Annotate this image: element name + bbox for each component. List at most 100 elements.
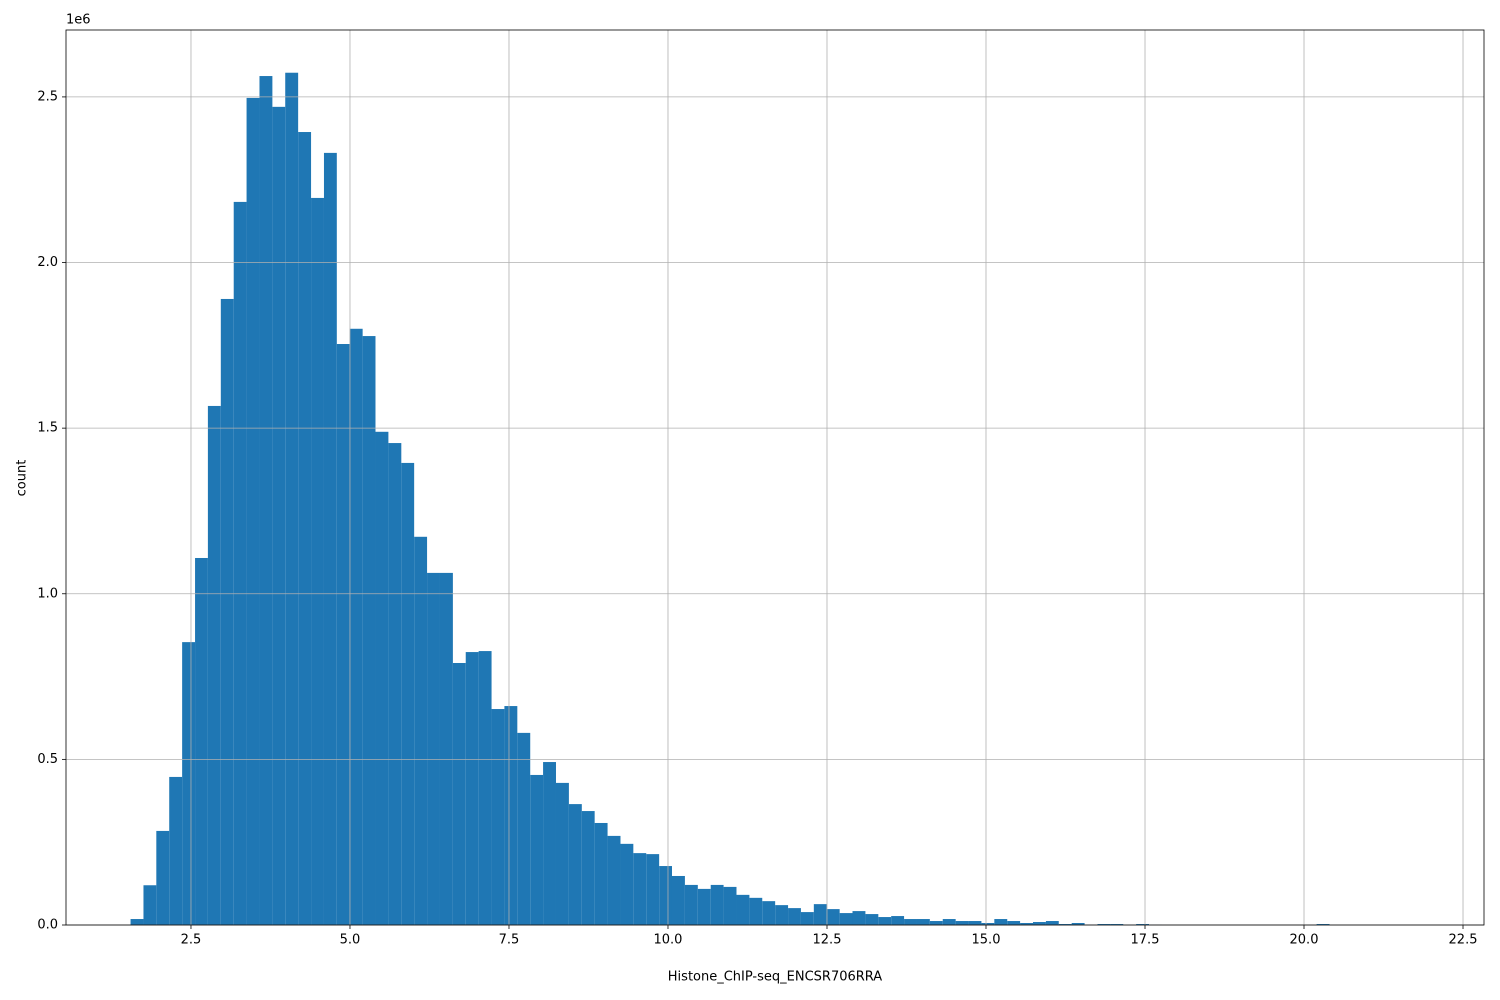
bar <box>530 774 544 925</box>
bar <box>594 822 608 925</box>
bar <box>336 344 350 925</box>
bar <box>349 328 363 925</box>
bar <box>1007 921 1021 925</box>
bar <box>1071 923 1085 925</box>
x-tick-label: 5.0 <box>340 933 361 948</box>
x-tick-label: 7.5 <box>499 933 520 948</box>
bars <box>130 72 1330 926</box>
bar <box>311 197 324 925</box>
x-tick-label: 2.5 <box>181 933 202 948</box>
bar <box>452 662 466 925</box>
bar <box>671 875 685 925</box>
bar <box>736 894 750 925</box>
bar <box>916 919 930 925</box>
bar <box>543 762 556 925</box>
bar <box>684 884 698 925</box>
bar <box>865 914 879 925</box>
bar <box>1020 923 1034 925</box>
y-tick-label: 2.5 <box>37 89 58 104</box>
x-tick-label: 15.0 <box>972 933 1001 948</box>
x-tick-label: 20.0 <box>1290 933 1319 948</box>
bar <box>1136 924 1150 925</box>
y-axis-label: count <box>15 460 30 497</box>
bar <box>555 782 569 925</box>
bar <box>633 853 647 925</box>
x-axis-label: Histone_ChIP-seq_ENCSR706RRA <box>668 970 883 985</box>
y-offset-label: 1e6 <box>66 13 91 28</box>
bar <box>375 431 389 925</box>
bar <box>401 462 415 925</box>
bar <box>994 919 1008 925</box>
y-tick-label: 1.0 <box>37 586 58 601</box>
bar <box>826 909 840 925</box>
bar <box>710 884 724 925</box>
bar <box>581 811 595 925</box>
bar <box>233 201 247 925</box>
bar <box>568 804 582 925</box>
bar <box>1058 924 1072 925</box>
bar <box>478 651 492 925</box>
bar <box>169 776 183 925</box>
bar <box>427 572 440 925</box>
x-tick-label: 22.5 <box>1449 933 1478 948</box>
bar <box>272 106 286 925</box>
bar <box>465 652 479 925</box>
bar <box>968 921 982 925</box>
axes: 2.5 5.0 7.5 10.0 12.5 15.0 17.5 20.0 22.5 0.0 0.5 1… <box>37 29 1485 948</box>
bar <box>800 912 814 925</box>
bar <box>414 536 428 925</box>
bar <box>942 919 956 925</box>
bar <box>904 919 917 925</box>
bar <box>788 908 801 925</box>
bar <box>1110 924 1124 925</box>
bar <box>259 76 273 926</box>
bar <box>130 919 144 925</box>
bar <box>182 642 196 925</box>
bar <box>762 901 776 925</box>
bar <box>697 888 711 925</box>
bar <box>1316 924 1330 925</box>
bar <box>388 443 402 925</box>
x-tick-label: 10.0 <box>654 933 683 948</box>
bar <box>981 923 995 925</box>
y-tick-label: 0.5 <box>37 752 58 767</box>
bar <box>207 405 221 925</box>
y-tick-label: 2.0 <box>37 255 58 270</box>
bar <box>1045 921 1059 925</box>
bar <box>607 835 621 925</box>
bar <box>517 732 531 925</box>
bar <box>723 886 737 925</box>
bar <box>891 916 905 925</box>
bar <box>839 913 853 925</box>
bar <box>1097 924 1111 925</box>
bar <box>504 706 518 925</box>
bar <box>143 885 157 925</box>
bar <box>491 709 505 925</box>
bar <box>852 911 866 925</box>
bar <box>620 843 634 925</box>
bar <box>156 830 170 925</box>
plot-frame <box>65 29 1485 926</box>
bar <box>929 921 943 925</box>
bar <box>878 917 892 925</box>
bar <box>220 298 234 925</box>
bar <box>285 72 299 925</box>
bar <box>749 897 763 925</box>
bar <box>298 132 312 925</box>
x-tick-label: 17.5 <box>1131 933 1160 948</box>
bar <box>646 854 660 925</box>
bar <box>813 904 827 925</box>
y-tick-label: 1.5 <box>37 421 58 436</box>
bar <box>195 557 208 925</box>
bar <box>323 152 337 925</box>
bar <box>1033 922 1046 925</box>
bar <box>246 97 260 926</box>
bar <box>659 866 672 925</box>
bar <box>775 905 789 925</box>
bar <box>955 921 969 925</box>
x-tick-label: 12.5 <box>813 933 842 948</box>
y-tick-label: 0.0 <box>37 918 58 933</box>
bar <box>439 572 453 925</box>
bar <box>362 336 376 926</box>
